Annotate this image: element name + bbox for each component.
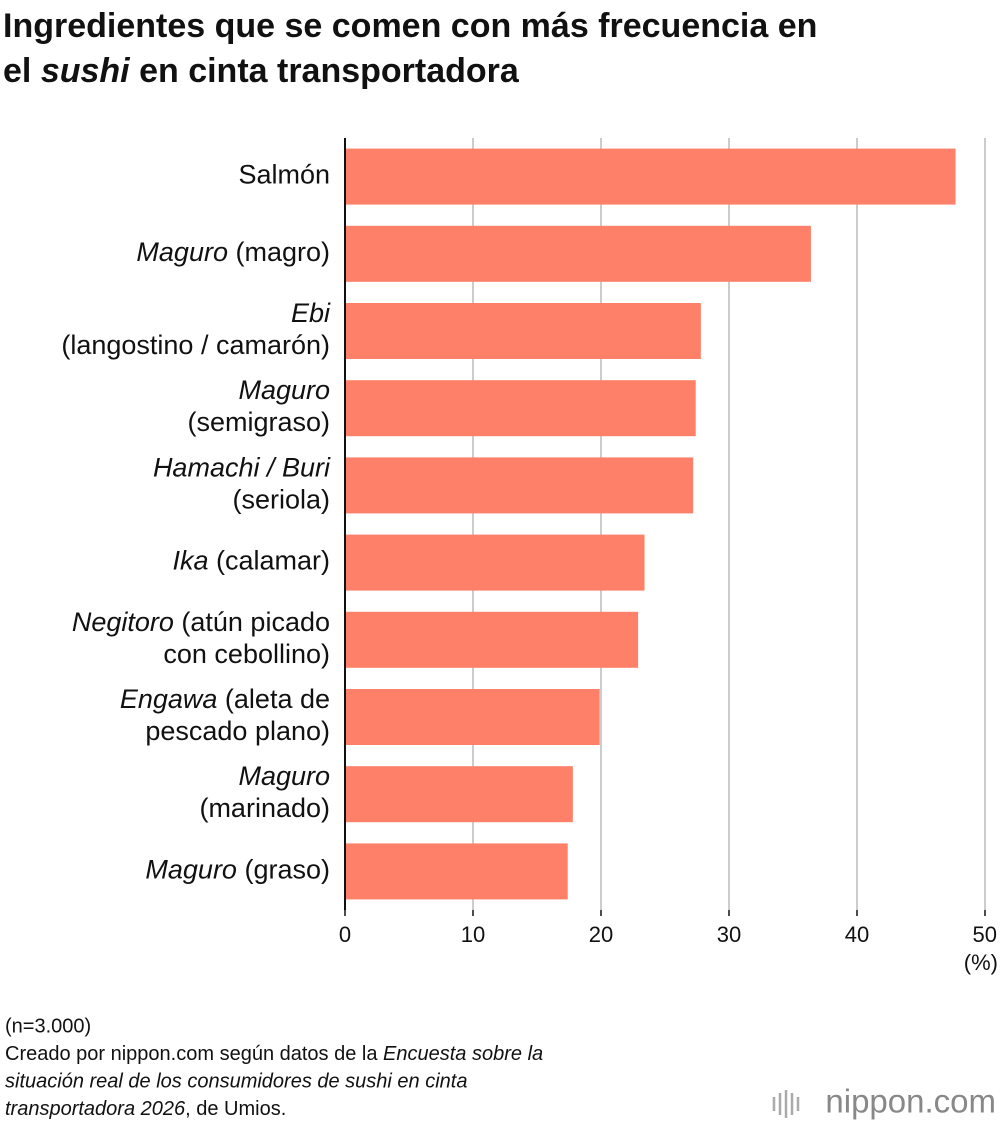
- label-part: (graso): [244, 855, 330, 885]
- y-tick-label: Maguro (marinado): [199, 761, 330, 823]
- x-axis-label: (%): [964, 950, 998, 975]
- source-segment: situación real de los consumidores de su…: [5, 1071, 467, 1093]
- y-tick-label: Salmón: [238, 160, 330, 190]
- source-segment: transportadora 2026: [5, 1098, 186, 1120]
- y-tick-label: Maguro (graso): [145, 855, 330, 885]
- bar: [345, 148, 956, 205]
- label-part: (semigraso): [187, 407, 330, 437]
- label-part: con cebollino): [163, 639, 330, 669]
- title-line: Ingredientes que se comen con más frecue…: [3, 7, 817, 45]
- label-part: Ika: [172, 546, 216, 576]
- source-segment: Creado por nippon.com según datos de la: [5, 1043, 383, 1065]
- title-segment: en cinta transportadora: [130, 52, 520, 90]
- y-tick-label: Ika (calamar): [172, 546, 330, 576]
- source-segment: , de Umios.: [185, 1098, 286, 1120]
- label-part: (magro): [235, 237, 330, 267]
- label-part: pescado plano): [145, 716, 330, 746]
- x-tick-label: 30: [717, 922, 741, 947]
- label-part: Maguro: [238, 375, 330, 405]
- note: (n=3.000): [5, 1015, 91, 1037]
- title-segment: el: [3, 52, 41, 90]
- label-part: (langostino / camarón): [61, 330, 330, 360]
- bar: [345, 611, 639, 668]
- title-line: el sushi en cinta transportadora: [3, 52, 520, 90]
- label-part: Negitoro: [72, 607, 182, 637]
- label-part: Engawa: [120, 684, 225, 714]
- label-part: (atún picado: [181, 607, 330, 637]
- title-segment: sushi: [41, 52, 131, 90]
- title-segment: Ingredientes que se comen con más frecue…: [3, 7, 817, 45]
- x-tick-label: 10: [461, 922, 485, 947]
- label-part: (aleta de: [225, 684, 330, 714]
- y-tick-label: Negitoro (atún picado con cebollino): [72, 607, 330, 669]
- bar: [345, 766, 573, 823]
- source-line: Creado por nippon.com según datos de la …: [5, 1043, 543, 1065]
- source-segment: Encuesta sobre la: [383, 1043, 543, 1065]
- label-part: Hamachi / Buri: [153, 453, 331, 483]
- x-tick-label: 20: [589, 922, 613, 947]
- logo-icon: [772, 1090, 800, 1118]
- y-tick-label: Engawa (aleta de pescado plano): [120, 684, 330, 746]
- x-tick-label: 50: [973, 922, 997, 947]
- label-part: (marinado): [199, 793, 330, 823]
- label-part: Salmón: [238, 160, 330, 190]
- bar: [345, 534, 645, 591]
- label-part: Ebi: [291, 298, 331, 328]
- y-tick-label: Hamachi / Buri (seriola): [153, 453, 331, 515]
- x-tick-label: 0: [339, 922, 351, 947]
- y-tick-label: Maguro (semigraso): [187, 375, 330, 437]
- bar: [345, 303, 701, 359]
- bar: [345, 689, 600, 745]
- label-part: (calamar): [216, 546, 330, 576]
- y-tick-label: Maguro (magro): [136, 237, 330, 267]
- bar: [345, 225, 811, 282]
- label-part: (seriola): [232, 485, 330, 515]
- bar: [345, 457, 694, 514]
- source-line: situación real de los consumidores de su…: [5, 1071, 467, 1093]
- bar: [345, 843, 568, 900]
- label-part: Maguro: [238, 761, 330, 791]
- label-part: Maguro: [136, 237, 235, 267]
- label-part: Maguro: [145, 855, 244, 885]
- logo: nippon.com: [825, 1083, 996, 1120]
- x-tick-label: 40: [845, 922, 869, 947]
- bar: [345, 380, 696, 437]
- source-line: transportadora 2026, de Umios.: [5, 1098, 286, 1120]
- y-tick-label: Ebi (langostino / camarón): [61, 298, 331, 360]
